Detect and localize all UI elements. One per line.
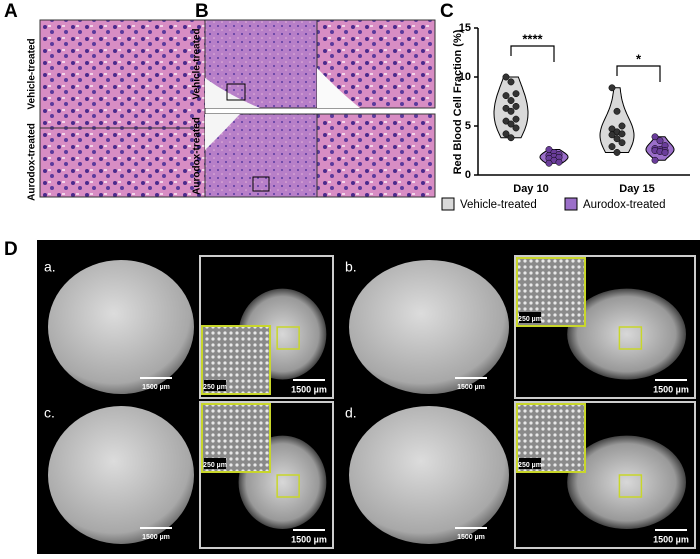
- violin-chart: 0 5 10 15 Day 10 **** Day 15 * Vehicle-treated Au…: [441, 22, 690, 211]
- inset-scale-label: 250 µm: [518, 462, 542, 469]
- background: [317, 68, 360, 108]
- background: [205, 78, 260, 108]
- data-point: [608, 143, 616, 151]
- panel-label: B: [195, 1, 209, 22]
- data-point: [512, 102, 520, 110]
- data-point: [555, 158, 563, 166]
- x-tick-label: Day 15: [619, 183, 654, 195]
- data-point: [507, 97, 515, 104]
- violin: [493, 76, 529, 139]
- data-point: [618, 139, 626, 147]
- panel-label: D: [4, 239, 18, 260]
- background: [205, 114, 240, 150]
- y-tick-label: 5: [465, 120, 471, 132]
- organ-image: [48, 406, 194, 544]
- subpanel-label: b.: [345, 259, 357, 275]
- scale-box: [519, 458, 541, 469]
- x-tick-label: Day 10: [513, 183, 548, 195]
- organ-image: [48, 260, 194, 394]
- histology-image: [39, 19, 206, 129]
- data-point: [618, 122, 626, 130]
- inset-scale-label: 250 µm: [203, 462, 227, 469]
- data-point: [613, 135, 621, 143]
- data-point: [656, 137, 664, 145]
- zoom-box: [252, 176, 270, 192]
- zoom-box: [618, 474, 643, 498]
- data-point: [502, 130, 510, 138]
- data-point: [608, 84, 616, 92]
- inset-scale-label: 250 µm: [203, 384, 227, 391]
- light-sheet-panels: a. 1500 µm 1500 µm 250 µm b. 1500 µm 1500 µm 25…: [44, 255, 696, 549]
- organ-image: [349, 260, 509, 394]
- scale-label: 1500 µm: [142, 384, 170, 391]
- row-label: Vehicle-treated: [192, 28, 203, 99]
- data-point: [507, 107, 515, 115]
- histology-image: [316, 113, 436, 198]
- significance-bracket: [616, 65, 661, 82]
- panel-label: C: [440, 1, 454, 22]
- scale-box: [519, 312, 541, 323]
- panel-label: A: [4, 1, 18, 22]
- data-point: [618, 130, 626, 138]
- scale-label: 1500 µm: [142, 534, 170, 541]
- data-point: [507, 134, 515, 142]
- y-tick-label: 0: [465, 169, 471, 181]
- data-point: [545, 159, 553, 167]
- zoom-box: [226, 83, 246, 101]
- legend-swatch: [441, 197, 455, 211]
- data-point: [608, 131, 616, 139]
- scale-label: 1500 µm: [653, 534, 689, 544]
- row-label: Aurodox-treated: [192, 117, 203, 195]
- inset-scale-label: 250 µm: [518, 316, 542, 323]
- histology-image: [204, 113, 318, 198]
- zoom-box: [276, 326, 300, 350]
- significance-bracket: [510, 45, 555, 62]
- legend-label: Aurodox-treated: [583, 199, 665, 211]
- scale-box: [204, 380, 226, 391]
- data-point: [651, 156, 659, 164]
- data-point: [507, 78, 515, 86]
- data-point: [512, 115, 520, 123]
- scale-box: [204, 458, 226, 469]
- subpanel-label: a.: [44, 259, 56, 275]
- legend-label: Vehicle-treated: [460, 199, 537, 211]
- legend-swatch: [564, 197, 578, 211]
- subpanel-label: d.: [345, 405, 357, 421]
- y-tick-label: 10: [459, 71, 471, 83]
- scale-label: 1500 µm: [291, 384, 327, 394]
- scale-label: 1500 µm: [457, 384, 485, 391]
- data-point: [613, 149, 621, 156]
- data-point: [512, 90, 520, 98]
- histology-image: [39, 127, 206, 198]
- organ-image: [567, 435, 686, 530]
- row-label: Vehicle-treated: [27, 38, 38, 109]
- significance-label: ****: [522, 31, 543, 46]
- scale-label: 1500 µm: [653, 384, 689, 394]
- significance-label: *: [636, 51, 642, 66]
- data-point: [502, 73, 510, 81]
- data-point: [512, 124, 520, 132]
- subpanel-label: c.: [44, 405, 55, 421]
- scale-label: 1500 µm: [457, 534, 485, 541]
- data-point: [613, 107, 621, 115]
- y-tick-label: 15: [459, 22, 471, 34]
- data-point: [507, 120, 515, 128]
- y-axis-label: Red Blood Cell Fraction (%): [452, 29, 464, 174]
- zoom-box: [276, 474, 300, 498]
- zoom-box: [618, 326, 643, 350]
- organ-image: [567, 288, 686, 380]
- data-point: [502, 92, 510, 100]
- violin: [599, 87, 635, 153]
- row-label: Aurodox-treated: [27, 123, 38, 201]
- data-point: [661, 149, 669, 156]
- data-point: [651, 133, 659, 141]
- scale-label: 1500 µm: [291, 534, 327, 544]
- organ-image: [349, 406, 509, 544]
